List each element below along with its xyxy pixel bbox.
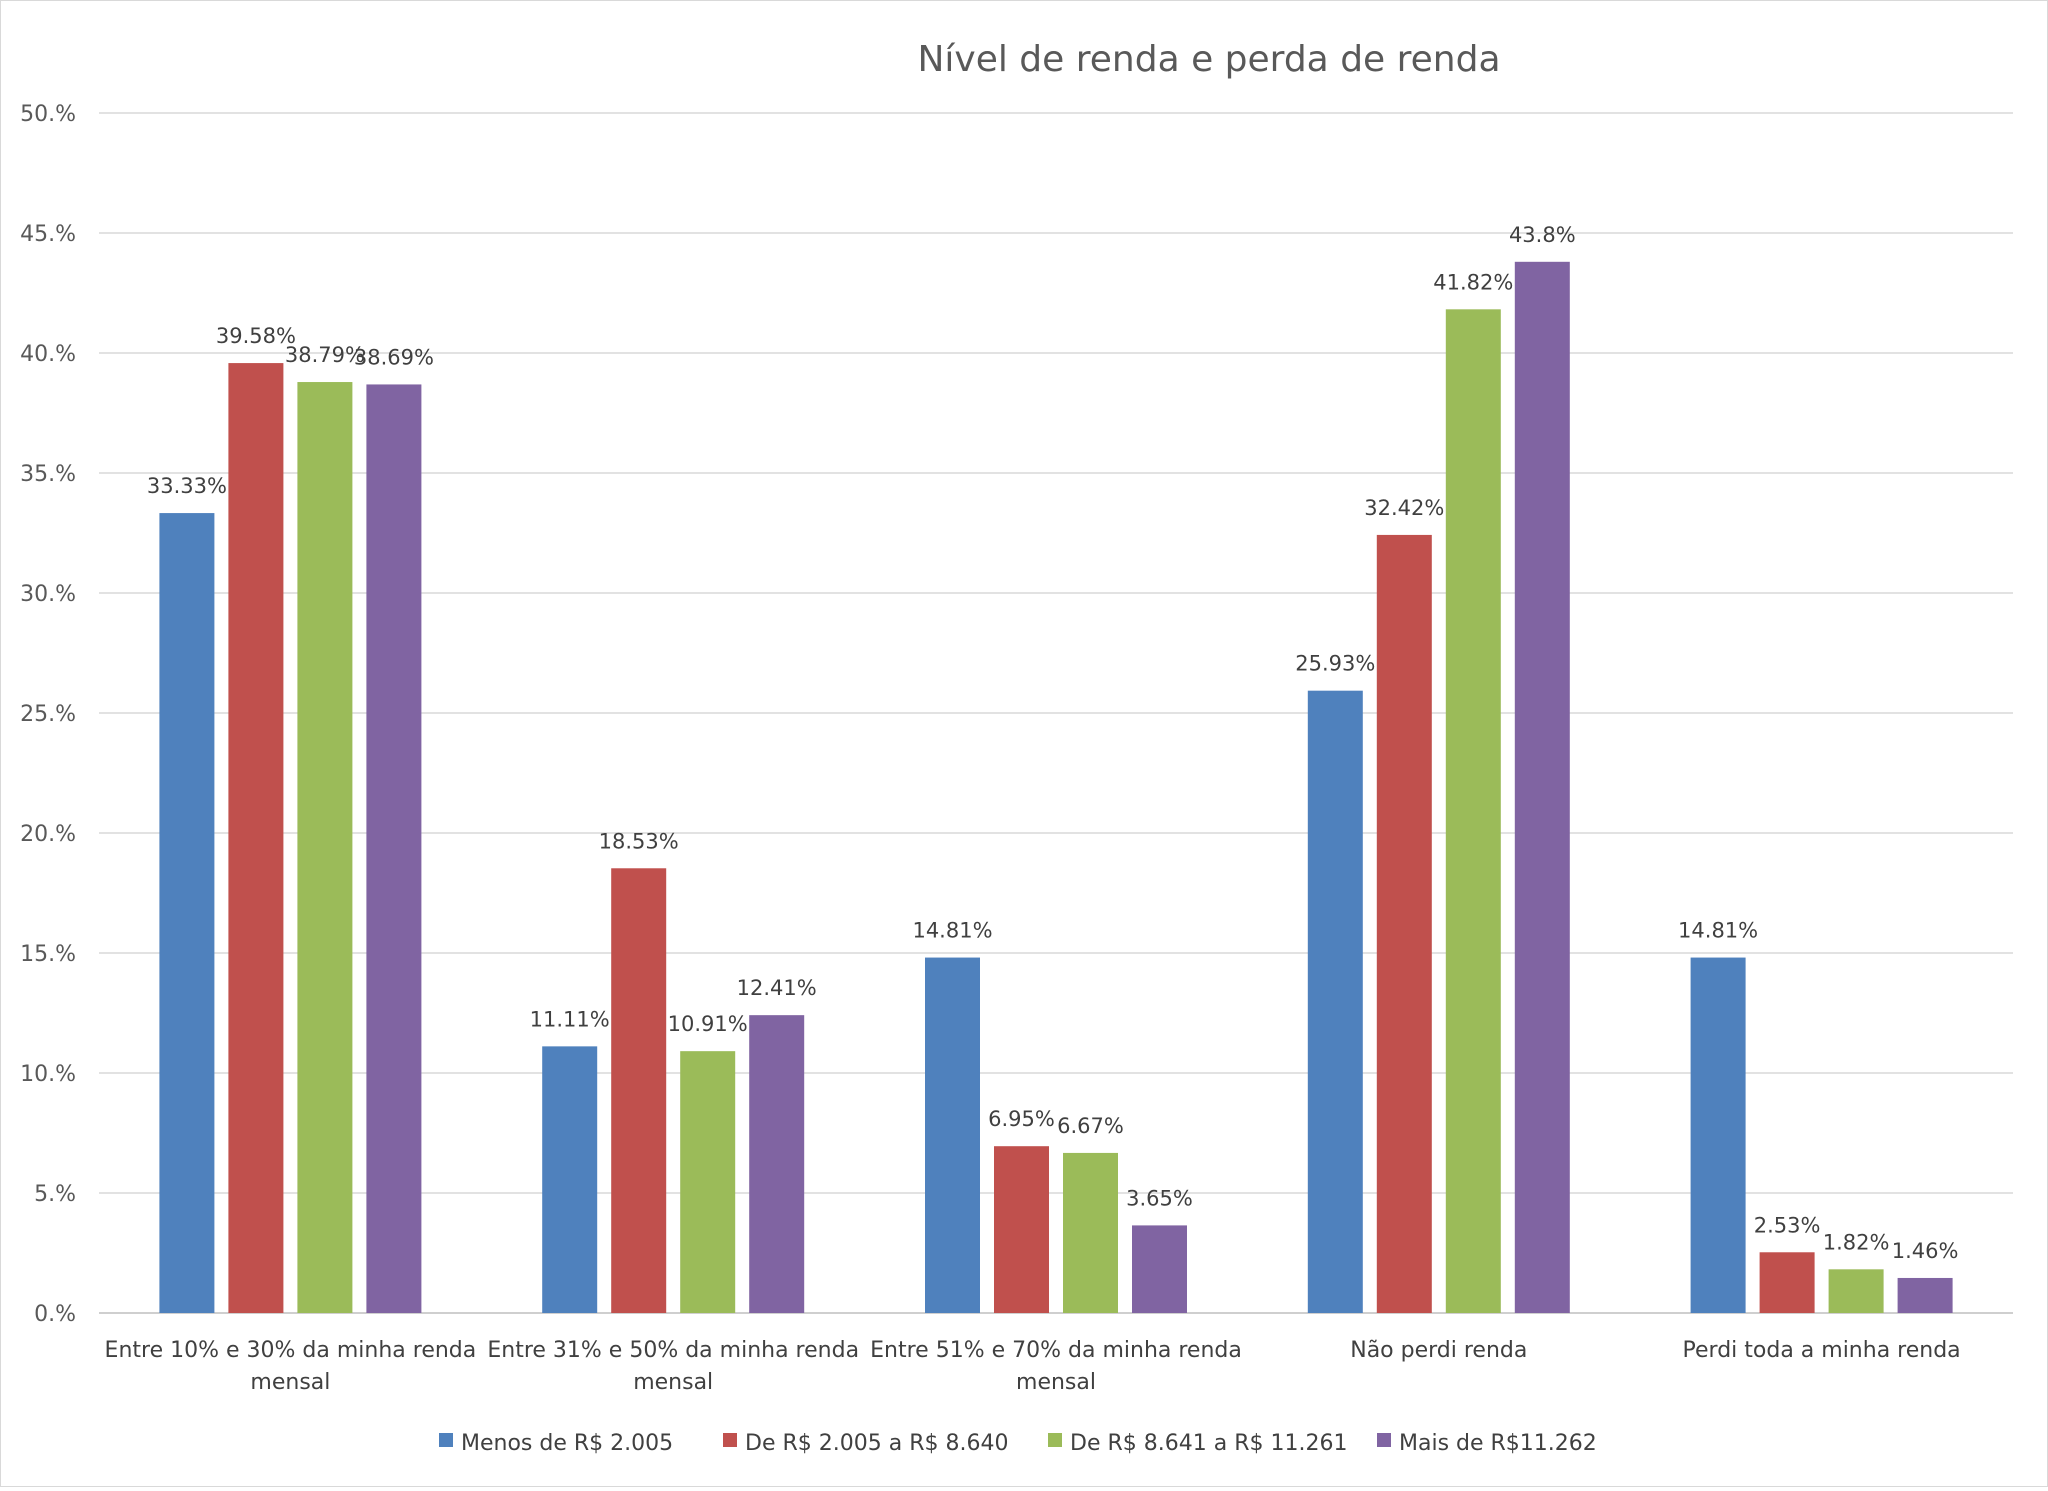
data-label: 3.65%	[1126, 1186, 1193, 1210]
x-category-label: Não perdi renda	[1350, 1338, 1527, 1363]
bar	[1132, 1225, 1187, 1313]
data-label: 18.53%	[599, 829, 679, 853]
y-tick-label: 10.%	[20, 1062, 76, 1087]
data-label: 1.82%	[1823, 1230, 1890, 1254]
chart-title: Nível de renda e perda de renda	[917, 39, 1500, 80]
legend-swatch	[439, 1433, 453, 1447]
x-axis-categories: Entre 10% e 30% da minha renda mensal Entr…	[105, 1338, 1961, 1395]
y-tick-label: 40.%	[20, 342, 76, 367]
legend-swatch	[1048, 1433, 1062, 1447]
bar	[1307, 690, 1363, 1313]
bar	[297, 382, 353, 1313]
data-label: 2.53%	[1754, 1213, 1821, 1237]
bar	[159, 513, 215, 1313]
data-label: 33.33%	[147, 474, 227, 498]
bar	[611, 868, 667, 1313]
data-label: 39.58%	[216, 324, 296, 348]
data-label: 41.82%	[1433, 270, 1513, 294]
bar	[366, 384, 422, 1313]
bar	[228, 363, 284, 1314]
y-tick-label: 45.%	[20, 222, 76, 247]
bar	[1514, 261, 1570, 1313]
legend-swatch	[723, 1433, 737, 1447]
data-label: 25.93%	[1295, 652, 1375, 676]
data-label: 6.67%	[1057, 1114, 1124, 1138]
data-label: 32.42%	[1364, 496, 1444, 520]
data-label: 1.46%	[1892, 1239, 1959, 1263]
bar	[1759, 1252, 1815, 1313]
data-label: 43.8%	[1509, 223, 1576, 247]
y-tick-label: 50.%	[20, 102, 76, 127]
legend: Menos de R$ 2.005 De R$ 2.005 a R$ 8.640 D…	[439, 1431, 1597, 1456]
bar	[1063, 1152, 1118, 1313]
bar	[542, 1046, 598, 1313]
bar	[749, 1015, 805, 1313]
y-tick-label: 35.%	[20, 462, 76, 487]
x-category-label: Entre 51% e 70% da minha renda	[870, 1338, 1242, 1363]
bars	[159, 261, 1953, 1314]
legend-swatch	[1377, 1433, 1391, 1447]
y-tick-label: 5.%	[34, 1182, 76, 1207]
data-labels: 33.33% 39.58%38.79%38.69% 11.11% 18.53% 10.9…	[147, 223, 1959, 1263]
bar	[1690, 957, 1746, 1313]
data-label: 38.69%	[354, 345, 434, 369]
x-category-label: Entre 10% e 30% da minha renda	[105, 1338, 477, 1363]
legend-entry: Mais de R$11.262	[1399, 1431, 1597, 1456]
bar	[1376, 534, 1432, 1313]
data-label: 14.81%	[912, 919, 992, 943]
y-tick-label: 30.%	[20, 582, 76, 607]
y-tick-label: 20.%	[20, 822, 76, 847]
legend-entry: De R$ 2.005 a R$ 8.640	[745, 1431, 1008, 1456]
bar	[994, 1146, 1049, 1313]
bar	[1897, 1277, 1953, 1313]
legend-entry: De R$ 8.641 a R$ 11.261	[1070, 1431, 1347, 1456]
data-label: 10.91%	[668, 1012, 748, 1036]
y-tick-label: 0.%	[34, 1302, 76, 1327]
data-label: 38.79%	[285, 343, 365, 367]
bar	[1445, 309, 1501, 1313]
y-tick-label: 15.%	[20, 942, 76, 967]
data-label: 11.11%	[530, 1007, 610, 1031]
x-category-label: mensal	[1016, 1370, 1096, 1395]
bar	[1828, 1269, 1884, 1313]
bar	[925, 957, 980, 1313]
legend-entry: Menos de R$ 2.005	[461, 1431, 673, 1456]
y-axis-ticks: 0.% 5.% 10.% 15.% 20.% 25.% 30.% 35.% 40.% 45.% 50…	[20, 102, 76, 1327]
x-category-label: mensal	[633, 1370, 713, 1395]
data-label: 14.81%	[1678, 919, 1758, 943]
data-label: 6.95%	[988, 1107, 1055, 1131]
y-tick-label: 25.%	[20, 702, 76, 727]
x-category-label: mensal	[250, 1370, 330, 1395]
bar	[680, 1051, 736, 1313]
x-category-label: Perdi toda a minha renda	[1683, 1338, 1961, 1363]
x-category-label: Entre 31% e 50% da minha renda	[487, 1338, 859, 1363]
data-label: 12.41%	[737, 976, 817, 1000]
